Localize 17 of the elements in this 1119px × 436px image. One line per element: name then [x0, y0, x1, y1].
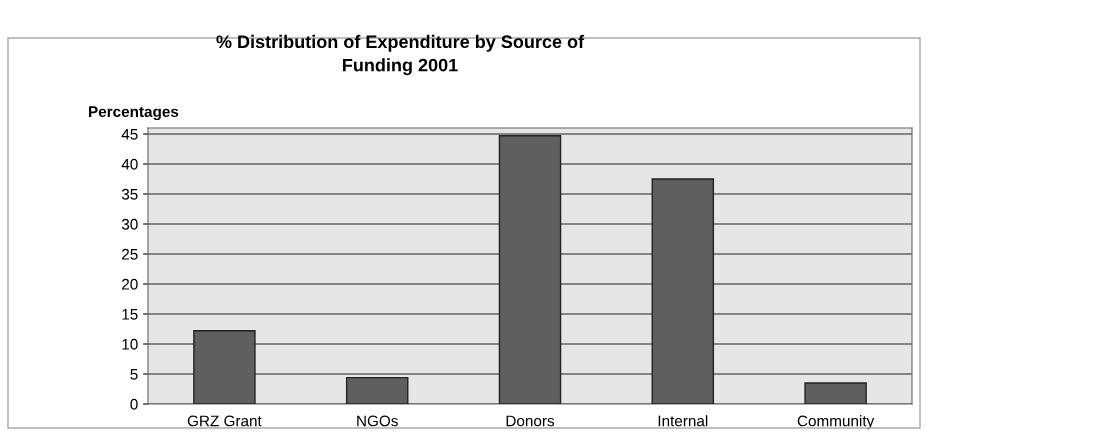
y-tick-label: 45 [121, 129, 138, 140]
y-tick-label: 10 [122, 338, 138, 350]
y-tick-label: 35 [121, 188, 138, 200]
y-axis-title: Percentages [89, 106, 179, 121]
y-tick-label: 20 [122, 278, 138, 290]
x-tick-label: GRZ Grant [187, 415, 262, 427]
y-tick-label: 0 [130, 398, 138, 410]
y-tick-label: 40 [121, 158, 138, 170]
y-tick-label: 5 [130, 369, 138, 380]
y-tick-label: 15 [122, 309, 138, 320]
y-tick-label: 25 [122, 248, 138, 260]
y-tick-label: 30 [121, 218, 138, 230]
x-tick-label: Community [797, 415, 875, 430]
x-tick-label: NGOs [357, 415, 398, 427]
x-tick-label: Donors [506, 415, 555, 427]
chart-title: % Distribution of Expenditure by Source of Funding 2001 [216, 34, 585, 76]
x-tick-label: Internal [658, 415, 708, 427]
